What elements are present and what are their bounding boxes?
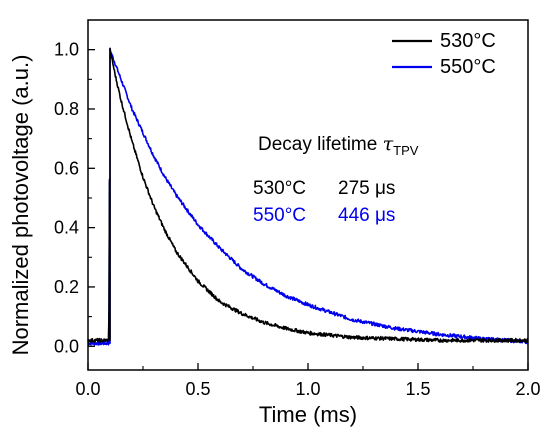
y-tick-label: 0.6 — [54, 158, 79, 178]
x-tick-label: 1.0 — [295, 379, 320, 399]
y-tick-label: 0.8 — [54, 99, 79, 119]
x-tick-label: 0.0 — [75, 379, 100, 399]
legend-label: 550°C — [440, 56, 496, 78]
series-layer — [87, 47, 529, 346]
y-tick-label: 1.0 — [54, 40, 79, 60]
y-tick-label: 0.4 — [54, 218, 79, 238]
y-tick-label: 0.2 — [54, 277, 79, 297]
series-line-530 — [87, 47, 529, 343]
x-tick-label: 0.5 — [185, 379, 210, 399]
y-axis-title: Normalized photovoltage (a.u.) — [8, 55, 33, 356]
annotation-heading: Decay lifetime τTPV — [258, 133, 419, 158]
annotation-row-label: 550°C — [253, 205, 306, 226]
annotation-row-value: 446 μs — [338, 205, 395, 226]
legend: 530°C 550°C — [392, 30, 496, 78]
annotation-row-value: 275 μs — [338, 178, 395, 199]
legend-label: 530°C — [440, 30, 496, 52]
x-tick-label: 2.0 — [515, 379, 540, 399]
annotation-row-label: 530°C — [253, 178, 306, 199]
x-tick-label: 1.5 — [405, 379, 430, 399]
lifetime-annotation: Decay lifetime τTPV 530°C 275 μs 550°C 446 μ… — [253, 133, 419, 226]
series-line-550 — [87, 47, 529, 346]
x-axis-title: Time (ms) — [259, 402, 357, 427]
y-tick-label: 0.0 — [54, 336, 79, 356]
axis-ticks: 0.0 0.5 1.0 1.5 2.0 0.0 0.2 0.4 0.6 0.8 1.0 — [54, 40, 541, 399]
plot-frame — [87, 19, 529, 371]
